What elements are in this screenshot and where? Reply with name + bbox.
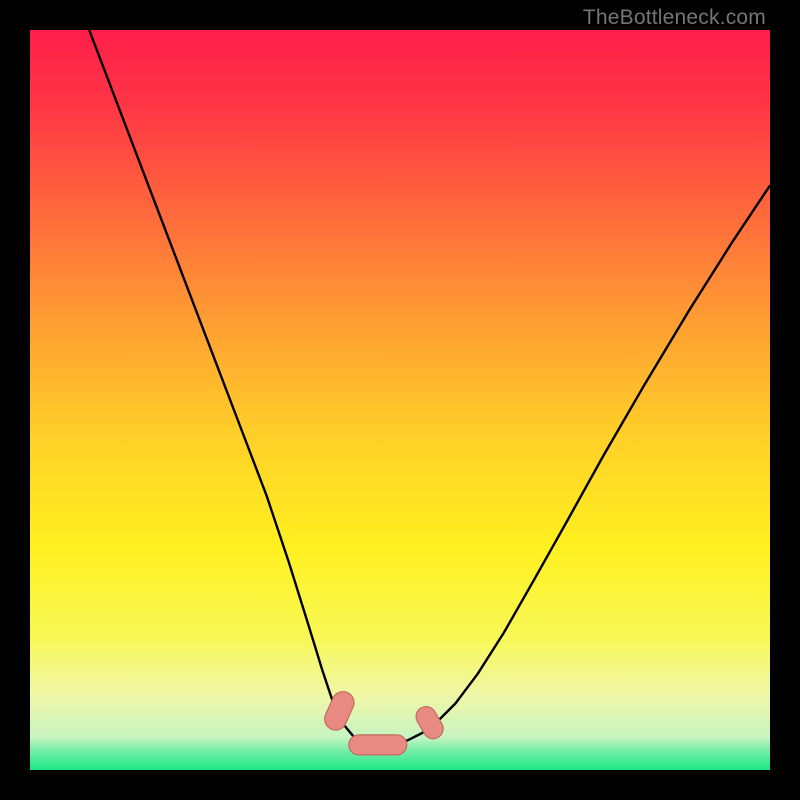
chart-svg bbox=[30, 30, 770, 770]
marker-capsule bbox=[349, 735, 407, 755]
marker-1 bbox=[349, 735, 407, 755]
chart-container: TheBottleneck.com bbox=[0, 0, 800, 800]
watermark-text: TheBottleneck.com bbox=[583, 6, 766, 30]
plot-area bbox=[30, 30, 770, 770]
gradient-background bbox=[30, 30, 770, 770]
